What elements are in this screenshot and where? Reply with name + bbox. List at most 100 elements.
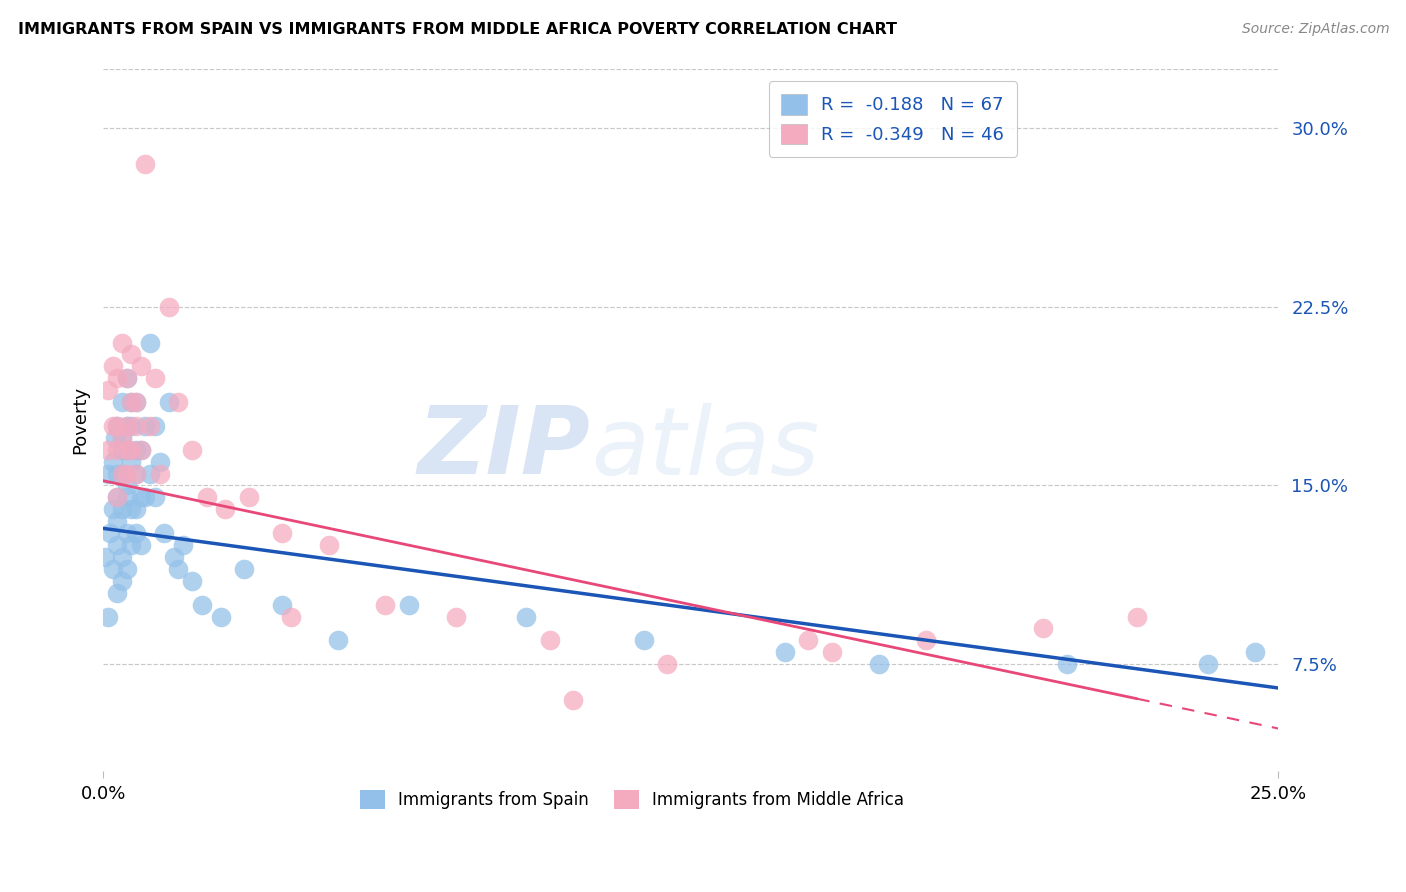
Point [115, 418, 138, 433]
Point [172, 538, 194, 552]
Point [134, 418, 156, 433]
Point [125, 467, 148, 481]
Point [125, 442, 148, 457]
Y-axis label: Poverty: Poverty [72, 386, 89, 454]
Point [157, 300, 180, 314]
Point [318, 538, 340, 552]
Point [97, 609, 120, 624]
Point [1056, 657, 1078, 672]
Point [868, 657, 890, 672]
Point [120, 395, 142, 409]
Point [125, 467, 148, 481]
Point [181, 574, 204, 588]
Point [538, 633, 561, 648]
Point [115, 371, 138, 385]
Text: Source: ZipAtlas.com: Source: ZipAtlas.com [1241, 22, 1389, 37]
Point [562, 693, 585, 707]
Point [125, 418, 148, 433]
Point [111, 502, 134, 516]
Point [101, 502, 124, 516]
Point [139, 467, 162, 481]
Point [167, 562, 190, 576]
Point [120, 538, 142, 552]
Point [657, 657, 679, 672]
Point [134, 157, 156, 171]
Point [280, 609, 302, 624]
Point [111, 574, 134, 588]
Point [270, 598, 292, 612]
Point [115, 371, 138, 385]
Point [115, 526, 138, 541]
Point [105, 514, 128, 528]
Point [398, 598, 420, 612]
Point [105, 418, 128, 433]
Point [1126, 609, 1149, 624]
Point [105, 538, 128, 552]
Point [101, 359, 124, 374]
Point [111, 335, 134, 350]
Point [1197, 657, 1219, 672]
Point [115, 467, 138, 481]
Point [773, 645, 796, 659]
Legend: Immigrants from Spain, Immigrants from Middle Africa: Immigrants from Spain, Immigrants from M… [353, 783, 911, 816]
Point [101, 455, 124, 469]
Point [270, 526, 292, 541]
Point [1243, 645, 1265, 659]
Point [444, 609, 467, 624]
Point [120, 502, 142, 516]
Point [111, 442, 134, 457]
Point [98, 526, 121, 541]
Point [120, 395, 142, 409]
Text: atlas: atlas [591, 402, 820, 493]
Point [97, 383, 120, 397]
Point [328, 633, 350, 648]
Point [125, 526, 148, 541]
Point [821, 645, 844, 659]
Point [797, 633, 820, 648]
Point [105, 585, 128, 599]
Point [914, 633, 936, 648]
Point [105, 371, 128, 385]
Point [143, 418, 166, 433]
Point [374, 598, 396, 612]
Point [105, 491, 128, 505]
Point [105, 491, 128, 505]
Point [111, 395, 134, 409]
Point [143, 371, 166, 385]
Point [105, 442, 128, 457]
Point [515, 609, 537, 624]
Point [129, 442, 152, 457]
Point [101, 562, 124, 576]
Point [191, 598, 214, 612]
Point [104, 431, 127, 445]
Point [209, 609, 232, 624]
Point [139, 418, 162, 433]
Point [129, 442, 152, 457]
Point [134, 491, 156, 505]
Point [111, 431, 134, 445]
Point [115, 442, 138, 457]
Point [162, 549, 184, 564]
Point [105, 418, 128, 433]
Point [181, 442, 204, 457]
Point [115, 442, 138, 457]
Point [195, 491, 218, 505]
Point [139, 335, 162, 350]
Point [111, 467, 134, 481]
Point [125, 395, 148, 409]
Point [115, 562, 138, 576]
Point [97, 467, 120, 481]
Point [97, 442, 120, 457]
Text: IMMIGRANTS FROM SPAIN VS IMMIGRANTS FROM MIDDLE AFRICA POVERTY CORRELATION CHART: IMMIGRANTS FROM SPAIN VS IMMIGRANTS FROM… [18, 22, 897, 37]
Point [120, 442, 142, 457]
Point [1032, 622, 1054, 636]
Point [143, 491, 166, 505]
Point [111, 431, 134, 445]
Point [115, 478, 138, 492]
Point [148, 467, 170, 481]
Point [120, 418, 142, 433]
Point [129, 491, 152, 505]
Point [153, 526, 176, 541]
Point [125, 395, 148, 409]
Text: ZIP: ZIP [418, 402, 591, 494]
